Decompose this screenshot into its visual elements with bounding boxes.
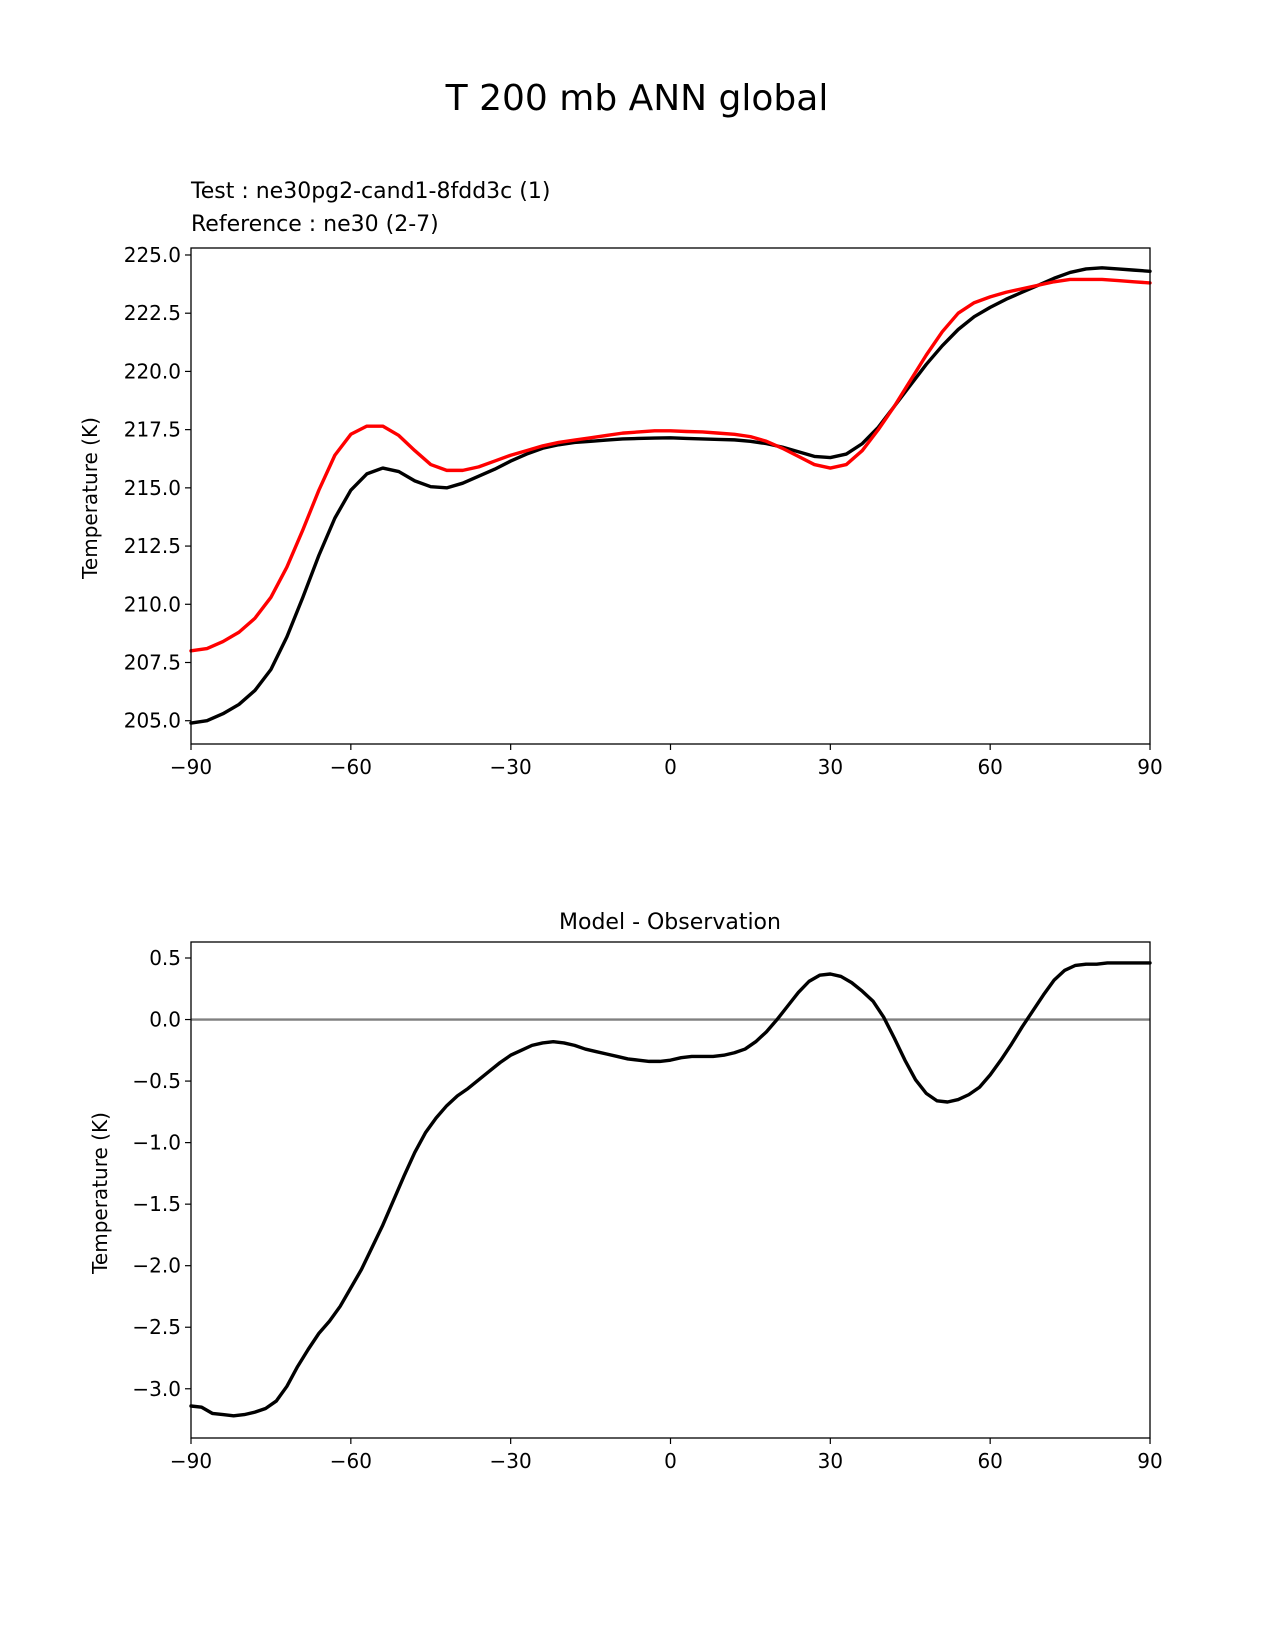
bottom-y-ticks: −3.0 −2.5 −2.0 −1.5 −1.0 −0.5 0.0 0.5: [132, 946, 191, 1401]
x-tick-label: 60: [977, 755, 1002, 779]
top-x-ticks: −90 −60 −30 0 30 60 90: [170, 744, 1163, 779]
y-tick-label: −1.5: [132, 1192, 181, 1216]
y-tick-label: 212.5: [124, 534, 181, 558]
top-series-group: [189, 266, 1152, 725]
top-y-ticks: 205.0 207.5 210.0 212.5 215.0 217.5 220.0 222.5…: [124, 243, 191, 733]
y-tick-label: −0.5: [132, 1069, 181, 1093]
figure-title: T 200 mb ANN global: [445, 78, 829, 119]
y-tick-label: 215.0: [124, 476, 181, 500]
bottom-panel-title: Model - Observation: [559, 910, 781, 935]
y-tick-label: 205.0: [124, 709, 181, 733]
x-tick-label: 90: [1137, 755, 1162, 779]
top-panel: Test : ne30pg2-cand1-8fdd3c (1) Referenc…: [78, 179, 1163, 779]
y-tick-label: 222.5: [124, 301, 181, 325]
bottom-plot-frame: [190, 941, 1151, 1439]
y-tick-label: 225.0: [124, 243, 181, 267]
bottom-x-ticks: −90 −60 −30 0 30 60 90: [170, 1438, 1163, 1473]
y-tick-label: 0.0: [149, 1008, 181, 1032]
y-tick-label: 217.5: [124, 418, 181, 442]
y-tick-label: −1.0: [132, 1131, 181, 1155]
y-tick-label: 210.0: [124, 592, 181, 616]
test-legend-label: Test : ne30pg2-cand1-8fdd3c (1): [190, 179, 550, 204]
y-tick-label: −2.5: [132, 1315, 181, 1339]
difference-series-line: [189, 961, 1152, 1418]
x-tick-label: 30: [818, 1449, 843, 1473]
x-tick-label: −60: [330, 755, 372, 779]
bottom-series-group: [189, 961, 1152, 1418]
x-tick-label: 90: [1137, 1449, 1162, 1473]
reference-series-line: [189, 277, 1152, 653]
x-tick-label: −30: [490, 755, 532, 779]
x-tick-label: 0: [664, 755, 677, 779]
top-y-axis-label: Temperature (K): [78, 417, 102, 580]
bottom-y-axis-label: Temperature (K): [88, 1112, 112, 1275]
x-tick-label: 0: [664, 1449, 677, 1473]
x-tick-label: 60: [977, 1449, 1002, 1473]
x-tick-label: −90: [170, 755, 212, 779]
y-tick-label: 220.0: [124, 359, 181, 383]
bottom-panel: Model - Observation Temperature (K) −3.0…: [88, 910, 1163, 1473]
x-tick-label: −90: [170, 1449, 212, 1473]
reference-legend-label: Reference : ne30 (2-7): [191, 212, 439, 237]
x-tick-label: 30: [818, 755, 843, 779]
x-tick-label: −30: [490, 1449, 532, 1473]
test-series-line: [189, 266, 1152, 725]
y-tick-label: −2.0: [132, 1254, 181, 1278]
x-tick-label: −60: [330, 1449, 372, 1473]
y-tick-label: 0.5: [149, 946, 181, 970]
top-plot-frame: [190, 247, 1151, 745]
y-tick-label: 207.5: [124, 650, 181, 674]
y-tick-label: −3.0: [132, 1377, 181, 1401]
